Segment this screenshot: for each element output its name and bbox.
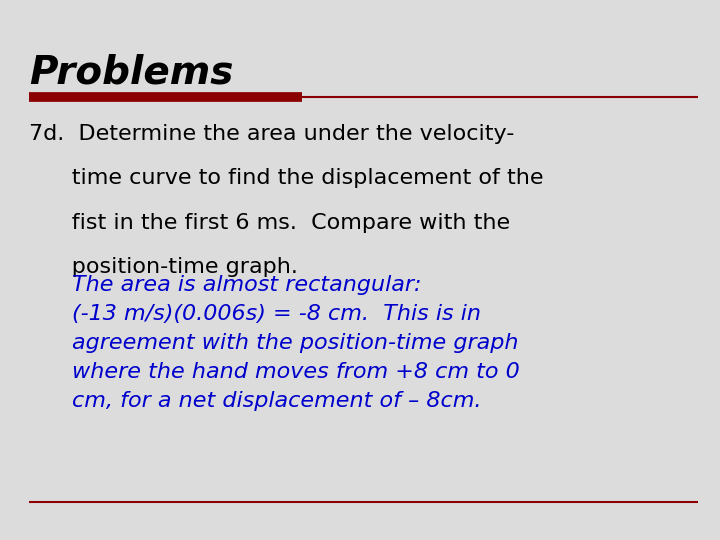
Text: fist in the first 6 ms.  Compare with the: fist in the first 6 ms. Compare with the xyxy=(29,213,510,233)
Text: time curve to find the displacement of the: time curve to find the displacement of t… xyxy=(29,168,544,188)
Text: 7d.  Determine the area under the velocity-: 7d. Determine the area under the velocit… xyxy=(29,124,514,144)
Text: Problems: Problems xyxy=(29,54,233,92)
Text: The area is almost rectangular:
(-13 m/s)(0.006s) = -8 cm.  This is in
agreement: The area is almost rectangular: (-13 m/s… xyxy=(72,275,520,410)
Text: position-time graph.: position-time graph. xyxy=(29,257,297,277)
